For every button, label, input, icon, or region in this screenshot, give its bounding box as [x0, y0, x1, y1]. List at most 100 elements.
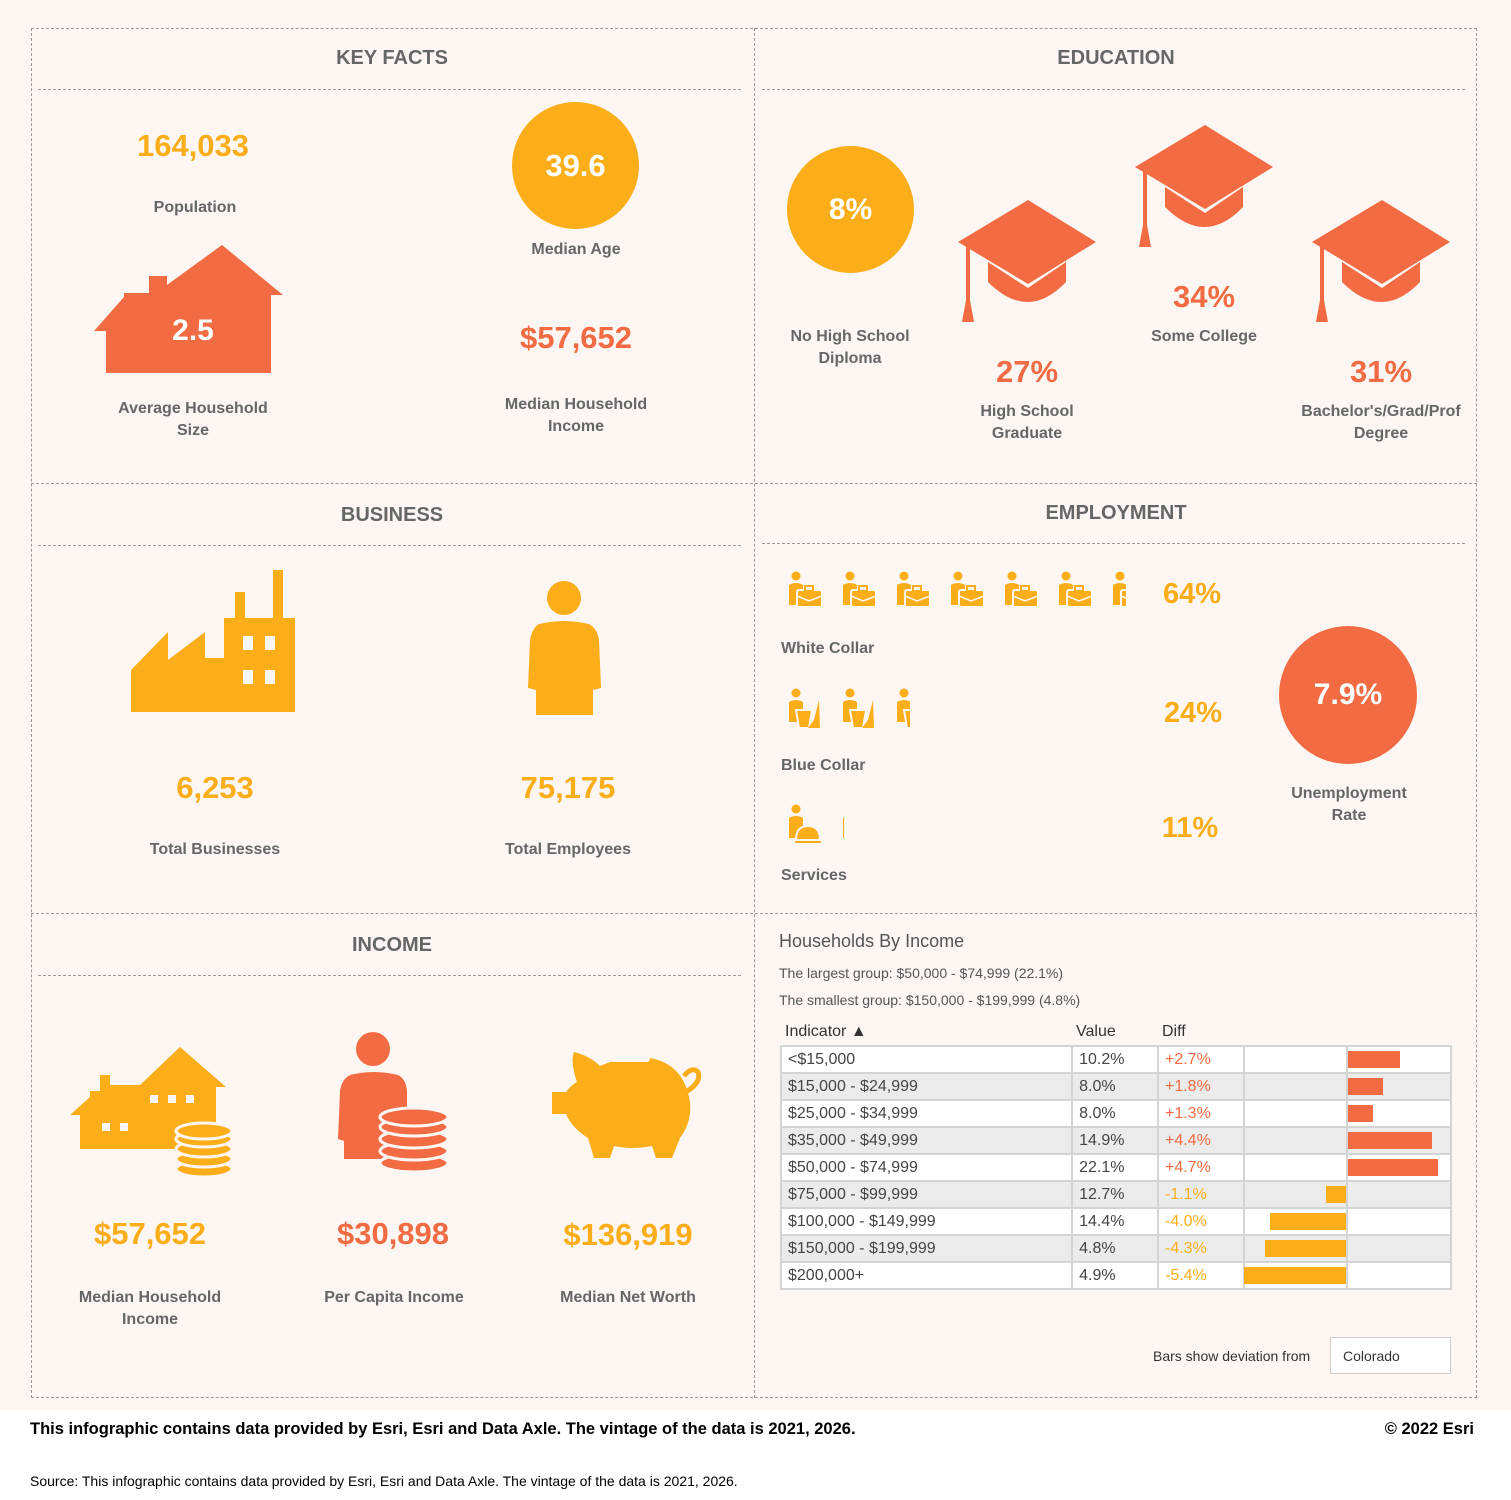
divider [762, 89, 1465, 90]
diff-cell: -4.0% [1156, 1207, 1245, 1236]
positive-bar-cell [1346, 1099, 1452, 1128]
copyright: © 2022 Esri [1384, 1420, 1474, 1438]
section-title-key-facts: KEY FACTS [336, 47, 448, 69]
table-row: $25,000 - $34,999 8.0% +1.3% [779, 1099, 1452, 1128]
deviation-bar [1348, 1078, 1383, 1095]
person-coins-icon [338, 1032, 450, 1174]
largest-group: The largest group: $50,000 - $74,999 (22… [779, 965, 1064, 981]
person-icon [528, 581, 601, 715]
worker-icon [843, 571, 877, 608]
white-collar-label: White Collar [781, 640, 875, 657]
per-capita-income-label: Per Capita Income [324, 1289, 464, 1306]
factory-icon [131, 570, 295, 712]
total-employees-label: Total Employees [505, 841, 631, 858]
table-row: $200,000+ 4.9% -5.4% [779, 1261, 1452, 1290]
indicator-cell: $50,000 - $74,999 [779, 1153, 1074, 1182]
worker-icon [1059, 571, 1093, 608]
households-table: <$15,000 10.2% +2.7% $15,000 - $24,999 8.0% +… [779, 1045, 1452, 1290]
total-businesses-value: 6,253 [176, 770, 254, 805]
worker-icon [789, 688, 820, 729]
section-title-education: EDUCATION [1057, 47, 1175, 69]
diff-cell: +2.7% [1156, 1045, 1245, 1074]
table-row: $15,000 - $24,999 8.0% +1.8% [779, 1072, 1452, 1101]
median-age-circle: 39.6 [512, 102, 639, 229]
no-hs-circle: 8% [787, 146, 914, 273]
deviation-area-select[interactable]: Colorado [1330, 1337, 1451, 1374]
divider [754, 28, 755, 1398]
indicator-cell: $100,000 - $149,999 [779, 1207, 1074, 1236]
worker-icon [1005, 571, 1039, 608]
hs-value: 27% [995, 354, 1059, 389]
deviation-bar [1243, 1267, 1347, 1284]
median-household-income-label: Median Household Income [78, 1289, 222, 1328]
divider [762, 543, 1465, 544]
deviation-label: Bars show deviation from [1153, 1348, 1311, 1364]
worker-icon [897, 688, 910, 729]
hs-label: High School Graduate [980, 403, 1074, 442]
section-title-employment: EMPLOYMENT [1045, 502, 1187, 524]
deviation-bar [1348, 1105, 1374, 1122]
value-cell: 4.8% [1071, 1234, 1159, 1263]
footer-note: This infographic contains data provided … [30, 1420, 856, 1438]
table-row: $150,000 - $199,999 4.8% -4.3% [779, 1234, 1452, 1263]
per-capita-income-value: $30,898 [336, 1216, 450, 1251]
indicator-cell: $200,000+ [779, 1261, 1074, 1290]
negative-bar-cell [1242, 1207, 1349, 1236]
total-businesses-label: Total Businesses [149, 841, 281, 858]
some-college-value: 34% [1172, 279, 1236, 314]
column-header-diff[interactable]: Diff [1162, 1023, 1186, 1040]
diff-cell: -1.1% [1156, 1180, 1245, 1209]
table-row: $50,000 - $74,999 22.1% +4.7% [779, 1153, 1452, 1182]
worker-icon [789, 804, 822, 843]
worker-icon [843, 817, 844, 838]
indicator-cell: $75,000 - $99,999 [779, 1180, 1074, 1209]
indicator-cell: $15,000 - $24,999 [779, 1072, 1074, 1101]
positive-bar-cell [1346, 1207, 1452, 1236]
column-header-indicator[interactable]: Indicator ▲ [785, 1023, 867, 1040]
no-hs-label: No High School Diploma [790, 328, 910, 367]
white-collar-value: 64% [1162, 578, 1222, 610]
population-label: Population [153, 199, 237, 216]
diff-cell: +4.7% [1156, 1153, 1245, 1182]
negative-bar-cell [1242, 1261, 1349, 1290]
divider [38, 975, 741, 976]
worker-icon [789, 571, 823, 608]
deviation-bar [1325, 1186, 1347, 1203]
positive-bar-cell [1346, 1126, 1452, 1155]
value-cell: 4.9% [1071, 1261, 1159, 1290]
deviation-bar [1264, 1240, 1347, 1257]
bachelors-label: Bachelor's/Grad/Prof Degree [1301, 403, 1461, 442]
indicator-cell: $150,000 - $199,999 [779, 1234, 1074, 1263]
services-label: Services [781, 867, 847, 884]
divider [31, 913, 1477, 914]
diff-cell: +1.8% [1156, 1072, 1245, 1101]
negative-bar-cell [1242, 1072, 1349, 1101]
divider [38, 89, 741, 90]
house-icon [94, 245, 283, 373]
negative-bar-cell [1242, 1180, 1349, 1209]
value-cell: 14.4% [1071, 1207, 1159, 1236]
deviation-bar [1348, 1051, 1400, 1068]
positive-bar-cell [1346, 1072, 1452, 1101]
smallest-group: The smallest group: $150,000 - $199,999 … [779, 992, 1081, 1008]
blue-collar-icons [786, 688, 910, 730]
table-row: $35,000 - $49,999 14.9% +4.4% [779, 1126, 1452, 1155]
worker-icon [843, 688, 874, 729]
diff-cell: -5.4% [1156, 1261, 1245, 1290]
bachelors-value: 31% [1349, 354, 1413, 389]
indicator-cell: $35,000 - $49,999 [779, 1126, 1074, 1155]
blue-collar-label: Blue Collar [781, 757, 866, 774]
negative-bar-cell [1242, 1045, 1349, 1074]
deviation-bar [1348, 1159, 1438, 1176]
diff-cell: -4.3% [1156, 1234, 1245, 1263]
unemployment-circle: 7.9% [1279, 626, 1417, 764]
services-value: 11% [1161, 812, 1219, 844]
worker-icon [897, 571, 931, 608]
divider [38, 545, 741, 546]
net-worth-value: $136,919 [563, 1217, 693, 1252]
section-title-income: INCOME [352, 934, 432, 956]
positive-bar-cell [1346, 1045, 1452, 1074]
column-header-value[interactable]: Value [1076, 1023, 1116, 1040]
graduation-cap-icon [958, 200, 1096, 322]
household-size-value: 2.5 [172, 314, 214, 347]
